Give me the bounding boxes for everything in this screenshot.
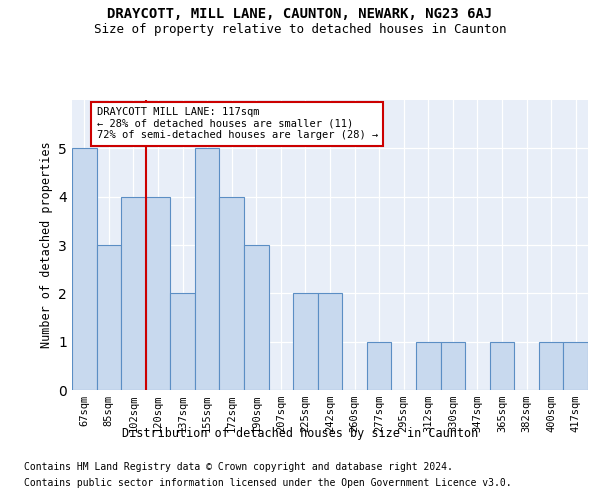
Bar [97,245,121,390]
Bar [293,294,318,390]
Y-axis label: Number of detached properties: Number of detached properties [40,142,53,348]
Bar [563,342,588,390]
Text: DRAYCOTT, MILL LANE, CAUNTON, NEWARK, NG23 6AJ: DRAYCOTT, MILL LANE, CAUNTON, NEWARK, NG… [107,8,493,22]
Bar [146,196,170,390]
Bar [170,294,195,390]
Bar [440,342,465,390]
Text: Distribution of detached houses by size in Caunton: Distribution of detached houses by size … [122,428,478,440]
Bar [490,342,514,390]
Bar [244,245,269,390]
Bar [367,342,391,390]
Bar [416,342,440,390]
Bar [72,148,97,390]
Bar [121,196,146,390]
Text: DRAYCOTT MILL LANE: 117sqm
← 28% of detached houses are smaller (11)
72% of semi: DRAYCOTT MILL LANE: 117sqm ← 28% of deta… [97,108,378,140]
Bar [220,196,244,390]
Bar [318,294,342,390]
Text: Contains public sector information licensed under the Open Government Licence v3: Contains public sector information licen… [24,478,512,488]
Text: Size of property relative to detached houses in Caunton: Size of property relative to detached ho… [94,22,506,36]
Bar [539,342,563,390]
Bar [195,148,220,390]
Text: Contains HM Land Registry data © Crown copyright and database right 2024.: Contains HM Land Registry data © Crown c… [24,462,453,472]
